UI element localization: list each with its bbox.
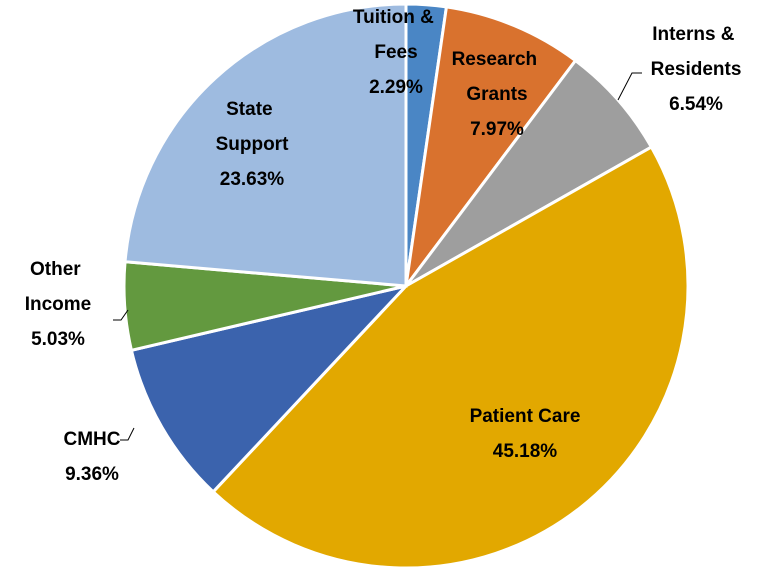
label-line: Patient Care bbox=[470, 406, 581, 427]
leader-line bbox=[120, 427, 135, 441]
slice-label: Patient Care bbox=[470, 406, 581, 427]
value-label: 23.63% bbox=[220, 169, 285, 190]
value-label: 6.54% bbox=[669, 94, 723, 115]
pie-slice bbox=[123, 2, 408, 288]
label-line: Fees bbox=[374, 42, 417, 63]
label-line: Other bbox=[30, 259, 86, 280]
pie-slice bbox=[404, 5, 578, 287]
value-label: 2.29% bbox=[369, 77, 423, 98]
label-line: Interns & bbox=[652, 24, 740, 45]
slice-label: Interns & Residents bbox=[651, 24, 742, 80]
label-line: CMHC bbox=[64, 429, 121, 450]
value-label: 7.97% bbox=[470, 119, 524, 140]
value-label: 45.18% bbox=[493, 441, 558, 462]
pie-slice bbox=[211, 145, 690, 569]
label-line: State bbox=[226, 99, 278, 120]
label-line: Research bbox=[452, 49, 543, 70]
slice-label: CMHC bbox=[64, 429, 121, 450]
slice-label: Research Grants bbox=[452, 49, 543, 105]
label-line: Income bbox=[25, 294, 92, 315]
pie-slice bbox=[404, 58, 654, 288]
value-label: 9.36% bbox=[65, 464, 119, 485]
label-line: Tuition & bbox=[353, 7, 439, 28]
value-label: 5.03% bbox=[31, 329, 85, 350]
slice-label: State Support bbox=[216, 99, 289, 155]
label-line: Support bbox=[216, 134, 289, 155]
label-line: Residents bbox=[651, 59, 742, 80]
slice-label: Tuition & Fees bbox=[353, 7, 439, 63]
leader-line bbox=[617, 72, 642, 101]
slice-label: Other Income bbox=[25, 259, 92, 315]
pie-slice bbox=[129, 283, 411, 494]
label-line: Grants bbox=[466, 84, 527, 105]
leader-line bbox=[113, 309, 129, 321]
